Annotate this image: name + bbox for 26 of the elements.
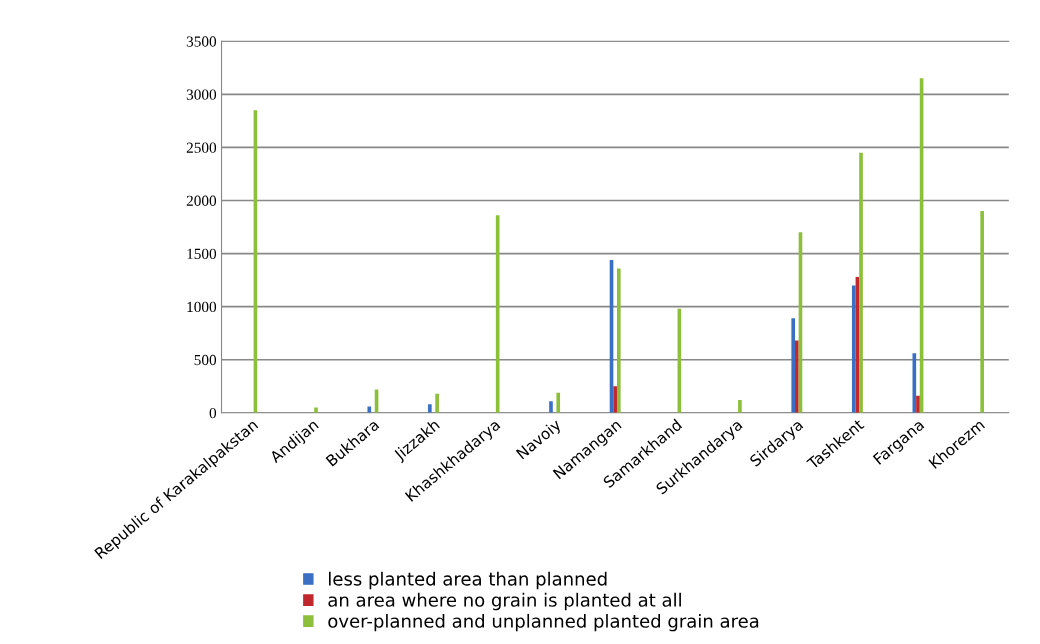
bar [738, 400, 742, 413]
bar [916, 395, 920, 413]
legend-label: less planted area than planned [329, 571, 607, 590]
y-tick-label: 0 [209, 407, 217, 419]
bar [791, 318, 796, 413]
bar [428, 404, 432, 413]
y-tick-label: 3000 [186, 89, 217, 100]
bar [980, 211, 984, 413]
y-tick-label: 2500 [186, 142, 217, 153]
bar [435, 393, 439, 413]
bar [367, 406, 372, 413]
y-tick-label: 1000 [187, 301, 217, 313]
y-tick-label: 2000 [186, 195, 217, 206]
bar [549, 401, 553, 413]
y-tick-label: 3500 [186, 36, 217, 47]
bar [556, 392, 561, 413]
bar [795, 340, 799, 413]
bar [851, 285, 856, 413]
bar [616, 268, 621, 413]
legend-label: over-planned and unplanned planted grain area [328, 613, 759, 632]
y-tick-label: 1500 [187, 248, 217, 259]
legend-label: an area where no grain is planted at all [328, 592, 681, 611]
y-tick-label: 500 [194, 354, 217, 366]
bar [859, 152, 863, 413]
bar [613, 386, 617, 413]
bar [314, 407, 318, 413]
